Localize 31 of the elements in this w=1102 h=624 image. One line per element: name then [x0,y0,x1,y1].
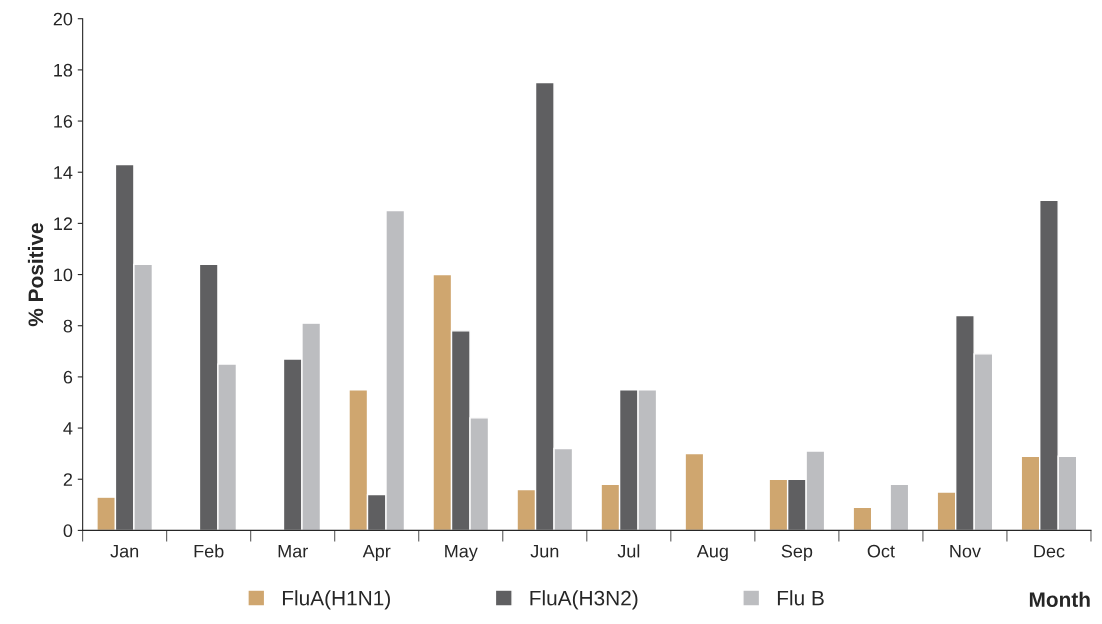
y-tick-label: 8 [63,319,73,333]
x-tick-label: Sep [781,544,813,562]
x-tick-label: Dec [1034,544,1065,558]
y-tick-label: 20 [53,12,73,26]
x-tick-label: Jun [530,544,559,558]
bar [852,506,873,531]
x-tick-label: Jan [110,544,139,558]
x-tick-label: Feb [194,544,224,558]
bar [684,452,705,531]
x-tick-label: Nov [950,544,981,558]
y-tick-label: 6 [63,370,73,384]
x-tick-label: Apr [362,544,391,562]
legend-label: FluA(H1N1) [282,590,390,610]
y-tick-label: 18 [54,63,73,77]
bar [889,483,910,531]
y-tick-label: 0 [63,524,73,538]
y-axis-title: % Positive [27,223,44,327]
x-tick-label: Aug [696,544,728,562]
x-tick-label: May [445,544,478,562]
y-tick-label: 14 [54,166,73,179]
y-tick-label: 16 [54,114,73,128]
y-tick-label: 4 [63,422,73,435]
x-tick-label: Mar [278,544,308,558]
y-tick-label: 12 [54,217,73,230]
x-axis-title: Month [1029,591,1090,607]
legend-label: Flu B [777,590,824,606]
y-tick-label: 10 [54,268,73,282]
x-tick-label: Oct [867,544,895,558]
legend-label: FluA(H3N2) [530,590,638,610]
y-tick-label: 2 [63,473,73,486]
x-tick-label: Jul [617,544,640,558]
